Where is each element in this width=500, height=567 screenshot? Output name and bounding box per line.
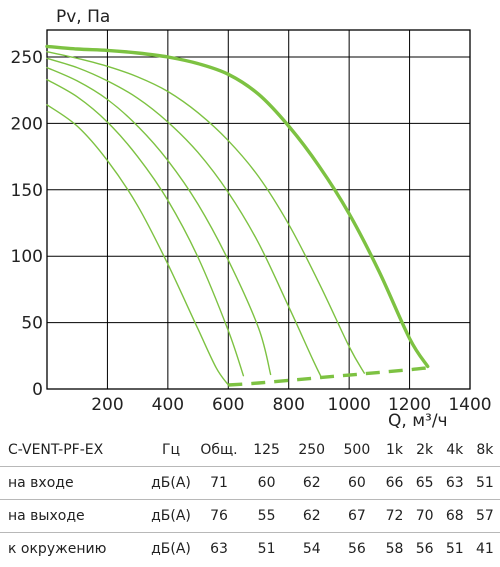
cell-value: 71 bbox=[210, 475, 228, 491]
speed-curve bbox=[46, 78, 245, 377]
header-125: 125 bbox=[253, 442, 280, 458]
cell-value: 62 bbox=[302, 475, 321, 491]
cell-value: 57 bbox=[475, 508, 494, 524]
cell-value: 56 bbox=[347, 541, 366, 557]
cell-value: 68 bbox=[445, 508, 464, 524]
row-label: на входе bbox=[8, 475, 74, 491]
x-tick-label: 400 bbox=[152, 395, 184, 415]
row-label: на выходе bbox=[8, 508, 85, 524]
row-unit: дБ(А) bbox=[151, 475, 191, 491]
cell-value: 63 bbox=[210, 541, 228, 557]
header-8k: 8k bbox=[476, 442, 494, 458]
y-tick-label: 200 bbox=[11, 114, 43, 134]
fan-curve-chart: Pv, Па 200 400 600 800 1000 1200 1400 0 50 100 150… bbox=[11, 7, 492, 431]
speed-curve bbox=[46, 66, 272, 376]
header-total: Общ. bbox=[200, 442, 238, 458]
cell-value: 41 bbox=[475, 541, 494, 557]
cell-value: 60 bbox=[347, 475, 366, 491]
tick-labels: 200 400 600 800 1000 1200 1400 0 50 100 150 200 250 bbox=[11, 48, 492, 415]
cell-value: 58 bbox=[385, 541, 404, 557]
y-tick-label: 250 bbox=[11, 48, 43, 68]
cell-value: 51 bbox=[257, 541, 276, 557]
y-tick-label: 0 bbox=[32, 380, 43, 400]
cell-value: 67 bbox=[347, 508, 366, 524]
y-tick-label: 150 bbox=[11, 181, 43, 201]
cell-value: 66 bbox=[385, 475, 404, 491]
table-row: к окружению дБ(А) 63 51 54 56 58 56 51 4… bbox=[0, 533, 500, 566]
cell-value: 76 bbox=[210, 508, 228, 524]
table-row: на входе дБ(А) 71 60 62 60 66 65 63 51 bbox=[0, 467, 500, 500]
x-axis-title: Q, м³/ч bbox=[388, 411, 448, 431]
cell-value: 51 bbox=[475, 475, 494, 491]
header-2k: 2k bbox=[416, 442, 434, 458]
header-4k: 4k bbox=[446, 442, 464, 458]
x-tick-label: 200 bbox=[91, 395, 123, 415]
cell-value: 51 bbox=[445, 541, 464, 557]
row-unit: дБ(А) bbox=[151, 541, 191, 557]
header-500: 500 bbox=[343, 442, 371, 458]
x-tick-label: 1000 bbox=[328, 395, 371, 415]
max-speed-curve bbox=[45, 44, 430, 369]
cell-value: 65 bbox=[415, 475, 434, 491]
cell-value: 56 bbox=[415, 541, 434, 557]
plot-frame bbox=[46, 29, 471, 390]
row-label: к окружению bbox=[8, 541, 107, 557]
header-hz: Гц bbox=[161, 442, 181, 458]
y-tick-label: 100 bbox=[11, 247, 43, 267]
cell-value: 54 bbox=[302, 541, 321, 557]
header-1k: 1k bbox=[386, 442, 404, 458]
table-row: на выходе дБ(А) 76 55 62 67 72 70 68 57 bbox=[0, 500, 500, 533]
cell-value: 63 bbox=[445, 475, 464, 491]
speed-curve bbox=[46, 57, 323, 380]
x-tick-label: 1200 bbox=[388, 395, 431, 415]
x-tick-label: 600 bbox=[212, 395, 244, 415]
cell-value: 72 bbox=[385, 508, 404, 524]
header-250: 250 bbox=[298, 442, 326, 458]
noise-table: C-VENT-PF-EX Гц Общ. 125 250 500 1k 2k 4… bbox=[0, 434, 500, 565]
speed-curve bbox=[46, 104, 229, 386]
header-model: C-VENT-PF-EX bbox=[8, 442, 104, 458]
cell-value: 60 bbox=[257, 475, 276, 491]
cell-value: 55 bbox=[257, 508, 276, 524]
row-unit: дБ(А) bbox=[151, 508, 191, 524]
y-tick-label: 50 bbox=[21, 314, 43, 334]
noise-limit-curve bbox=[228, 366, 428, 387]
cell-value: 70 bbox=[415, 508, 434, 524]
grid bbox=[46, 29, 471, 390]
cell-value: 62 bbox=[302, 508, 321, 524]
curves bbox=[45, 44, 430, 387]
noise-table-header: C-VENT-PF-EX Гц Общ. 125 250 500 1k 2k 4… bbox=[0, 434, 500, 467]
y-axis-title: Pv, Па bbox=[56, 7, 110, 27]
x-tick-label: 1400 bbox=[448, 395, 491, 415]
x-tick-label: 800 bbox=[272, 395, 304, 415]
speed-curve bbox=[46, 51, 365, 374]
